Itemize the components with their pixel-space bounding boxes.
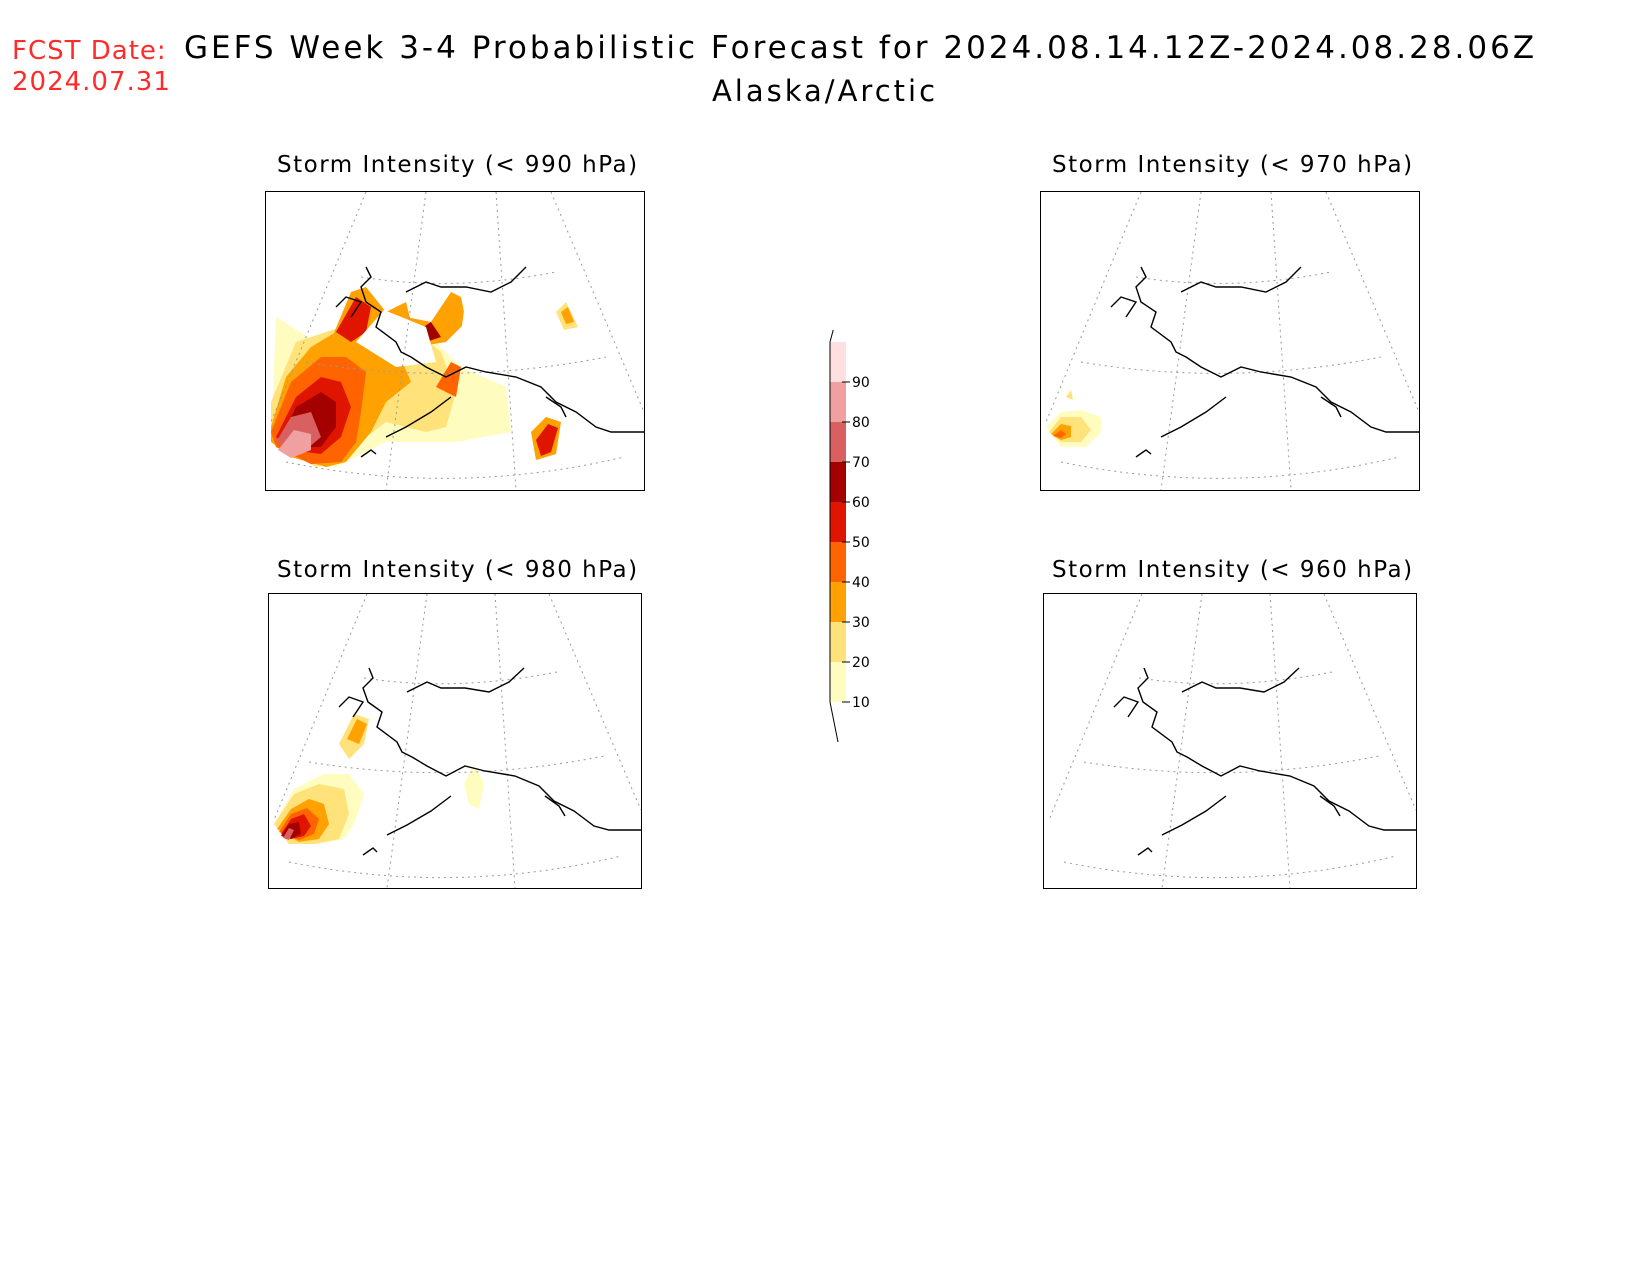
coastline-970 <box>1110 266 1419 458</box>
coastline-980 <box>338 667 641 856</box>
panel-title-970: Storm Intensity (< 970 hPa) <box>1052 152 1414 178</box>
colorbar-tail <box>829 701 839 743</box>
colorbar-label-40: 40 <box>852 575 870 591</box>
panel-title-960: Storm Intensity (< 960 hPa) <box>1052 557 1414 583</box>
map-grid-970 <box>1045 192 1419 490</box>
prob-area-80 <box>278 430 311 458</box>
colorbar-label-50: 50 <box>852 535 870 551</box>
figure-title: GEFS Week 3-4 Probabilistic Forecast for… <box>184 30 1538 66</box>
prob-area-kodiak-10 <box>464 764 484 809</box>
probability-shading-980 <box>274 714 484 844</box>
map-grid-960 <box>1048 594 1416 888</box>
region-subtitle: Alaska/Arctic <box>711 74 939 108</box>
coastline-960 <box>1113 667 1416 856</box>
prob-gap-white-2 <box>461 297 476 337</box>
prob-area-kodiak-40 <box>436 362 461 397</box>
colorbar-label-10: 10 <box>852 695 870 711</box>
colorbar-swatch-4 <box>830 542 846 582</box>
colorbar-swatch-3 <box>830 582 846 622</box>
map-panel-990 <box>265 191 645 491</box>
colorbar-label-90: 90 <box>852 375 870 391</box>
map-panel-970 <box>1040 191 1420 491</box>
coastline-990 <box>335 266 644 458</box>
colorbar-swatch-1 <box>830 662 846 702</box>
map-grid-980 <box>273 594 641 888</box>
prob-area-70 <box>283 828 294 840</box>
prob-area-ne-30 <box>561 307 574 324</box>
panel-title-990: Storm Intensity (< 990 hPa) <box>277 152 639 178</box>
colorbar: 10 20 30 40 50 60 70 80 90 <box>820 311 900 754</box>
colorbar-swatch-5 <box>830 502 846 542</box>
prob-area-north-50 <box>336 297 371 342</box>
forecast-date-value: 2024.07.31 <box>12 67 171 97</box>
map-panel-960 <box>1043 593 1417 889</box>
map-panel-980 <box>268 593 642 889</box>
colorbar-swatch-2 <box>830 622 846 662</box>
colorbar-swatch-9 <box>830 342 846 382</box>
colorbar-label-20: 20 <box>852 655 870 671</box>
map-990-svg <box>270 192 644 490</box>
colorbar-label-60: 60 <box>852 495 870 511</box>
forecast-date-block: FCST Date: 2024.07.31 <box>12 36 171 98</box>
colorbar-label-30: 30 <box>852 615 870 631</box>
map-grid-990 <box>270 192 644 490</box>
prob-area-gulf-50 <box>536 424 558 456</box>
prob-gap-white <box>356 310 436 367</box>
map-970-svg <box>1045 192 1419 490</box>
colorbar-swatch-7 <box>830 422 846 462</box>
prob-area-north-30 <box>347 719 367 744</box>
probability-shading-970 <box>1046 390 1101 447</box>
panel-title-980: Storm Intensity (< 980 hPa) <box>277 557 639 583</box>
colorbar-swatch-8 <box>830 382 846 422</box>
colorbar-label-80: 80 <box>852 415 870 431</box>
prob-area-40 <box>1053 430 1066 438</box>
colorbar-label-70: 70 <box>852 455 870 471</box>
colorbar-svg: 10 20 30 40 50 60 70 80 90 <box>829 311 870 743</box>
probability-shading-990 <box>271 287 578 467</box>
forecast-date-label: FCST Date: <box>12 36 167 66</box>
map-960-svg <box>1048 594 1416 888</box>
prob-area-arctic-20 <box>1066 390 1073 400</box>
map-980-svg <box>273 594 641 888</box>
colorbar-head <box>829 311 839 343</box>
colorbar-swatch-6 <box>830 462 846 502</box>
